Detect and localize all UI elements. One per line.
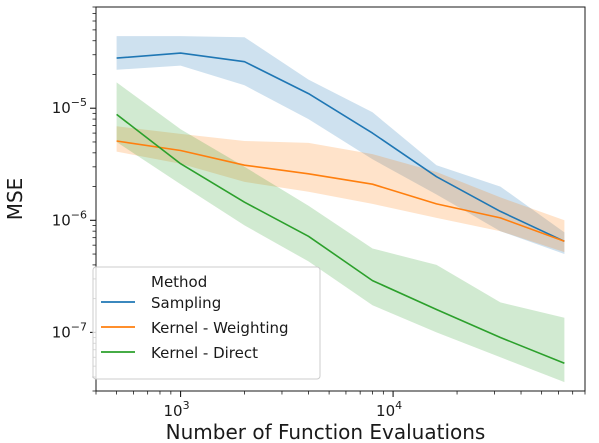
x-tick-label: 103 bbox=[164, 399, 190, 420]
y-axis: 10−710−610−5 bbox=[52, 6, 96, 392]
y-tick-base: 10 bbox=[52, 99, 71, 117]
y-tick-exponent: −7 bbox=[71, 320, 87, 333]
confidence-bands bbox=[116, 36, 565, 383]
y-tick-label: 10−6 bbox=[52, 208, 87, 229]
x-axis-label: Number of Function Evaluations bbox=[166, 420, 486, 443]
x-axis: 103 104 bbox=[95, 391, 586, 420]
x-tick-exponent: 3 bbox=[183, 399, 190, 412]
band-series-1 bbox=[116, 126, 565, 253]
x-tick-base: 10 bbox=[164, 402, 183, 420]
band-series-2 bbox=[116, 82, 565, 383]
line-series-0 bbox=[116, 52, 565, 243]
series-lines bbox=[116, 52, 565, 365]
plot-frame bbox=[95, 6, 586, 392]
legend: Method Sampling Kernel - Weighting Kernel … bbox=[92, 266, 321, 380]
y-tick-base: 10 bbox=[52, 323, 71, 341]
y-tick-label: 10−7 bbox=[52, 320, 87, 341]
y-tick-base: 10 bbox=[52, 211, 71, 229]
x-tick-label: 104 bbox=[376, 399, 402, 420]
y-axis-label: MSE bbox=[3, 178, 27, 221]
line-series-2 bbox=[116, 113, 565, 365]
band-series-0 bbox=[116, 36, 565, 254]
x-tick-exponent: 4 bbox=[395, 399, 402, 412]
x-tick-base: 10 bbox=[376, 402, 395, 420]
legend-title: Method bbox=[151, 273, 207, 291]
line-series-1 bbox=[116, 140, 565, 243]
y-tick-label: 10−5 bbox=[52, 96, 87, 117]
legend-label-2: Kernel - Direct bbox=[151, 344, 258, 362]
legend-box bbox=[92, 266, 321, 380]
legend-label-1: Kernel - Weighting bbox=[151, 319, 289, 337]
legend-items: Sampling Kernel - Weighting Kernel - Direc… bbox=[101, 294, 289, 362]
y-tick-exponent: −5 bbox=[71, 96, 87, 109]
y-tick-exponent: −6 bbox=[71, 208, 87, 221]
legend-label-0: Sampling bbox=[151, 294, 221, 312]
